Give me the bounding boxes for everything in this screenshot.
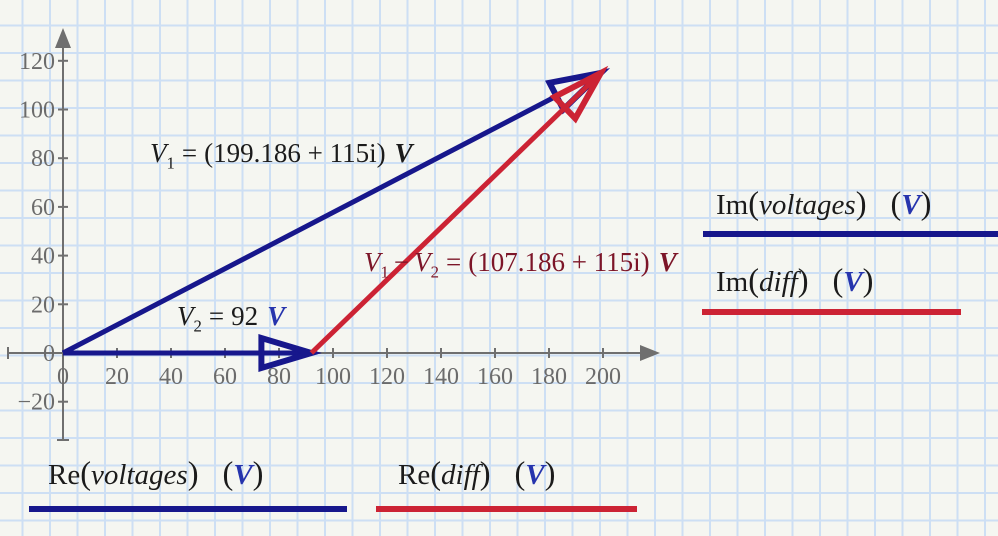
legend-line-re-diff xyxy=(376,506,637,512)
diff-equals: = xyxy=(445,247,462,277)
x-tick-label: 40 xyxy=(159,364,183,390)
vector-arrowhead-v2 xyxy=(258,333,322,373)
y-tick-label: 0 xyxy=(43,341,55,367)
legend-fn: Im xyxy=(716,189,749,221)
diff-subscript-2: 2 xyxy=(430,262,439,282)
legend-unit: V xyxy=(233,459,253,491)
diff-value: (107.186 + 115i) xyxy=(468,247,650,277)
legend-unit: V xyxy=(843,266,863,298)
legend-line-re-voltages xyxy=(29,506,347,512)
x-tick-label: 0 xyxy=(57,364,69,390)
legend-im-diff: Im(diff) (V) xyxy=(716,263,874,299)
vector-v1 xyxy=(61,70,602,356)
diff-unit: V xyxy=(658,247,677,277)
legend-unit: V xyxy=(901,189,921,221)
legend-arg: voltages xyxy=(91,459,188,491)
v1-value: (199.186 + 115i) xyxy=(204,138,386,168)
legend-arg: voltages xyxy=(759,189,856,221)
v2-variable: V xyxy=(177,301,194,331)
label-v1: V1 = (199.186 + 115i) V xyxy=(150,138,413,173)
x-tick-label: 140 xyxy=(423,364,459,390)
y-tick-label: 100 xyxy=(19,98,55,124)
v2-subscript: 2 xyxy=(193,316,202,336)
v2-equals: = xyxy=(208,301,225,331)
legend-line-im-diff xyxy=(702,309,961,315)
x-tick-label: 20 xyxy=(105,364,129,390)
y-tick-label: 80 xyxy=(31,146,55,172)
legend-arg: diff xyxy=(441,459,480,491)
v1-equals: = xyxy=(181,138,198,168)
x-tick-label: 80 xyxy=(267,364,291,390)
x-tick-label: 60 xyxy=(213,364,237,390)
diff-variable-2: V xyxy=(414,247,431,277)
y-tick-label: 40 xyxy=(31,244,55,270)
legend-unit: V xyxy=(525,459,545,491)
legend-fn: Re xyxy=(398,459,431,491)
x-tick-label: 160 xyxy=(477,364,513,390)
legend-fn: Re xyxy=(48,459,81,491)
v1-variable: V xyxy=(150,138,167,168)
x-tick-label: 100 xyxy=(315,364,351,390)
y-tick-label: 60 xyxy=(31,195,55,221)
legend-arg: diff xyxy=(759,266,798,298)
diff-variable-1: V xyxy=(364,247,381,277)
legend-line-im-voltages xyxy=(703,231,998,237)
y-tick-label: −20 xyxy=(17,390,55,416)
vector-diff xyxy=(309,71,603,355)
y-tick-label: 120 xyxy=(19,49,55,75)
x-tick-label: 120 xyxy=(369,364,405,390)
y-tick-label: 20 xyxy=(31,292,55,318)
diff-minus: − xyxy=(393,247,410,277)
y-axis-arrow-icon xyxy=(55,28,71,48)
v2-unit: V xyxy=(267,301,286,331)
label-v2: V2 = 92 V xyxy=(177,301,285,336)
vector-arrowhead-diff xyxy=(549,65,609,124)
v2-value: 92 xyxy=(231,301,259,331)
v1-subscript: 1 xyxy=(166,153,175,173)
v1-unit: V xyxy=(394,138,413,168)
x-tick-label: 180 xyxy=(531,364,567,390)
legend-fn: Im xyxy=(716,266,749,298)
label-diff: V1− V2 = (107.186 + 115i) V xyxy=(364,247,677,282)
x-axis-arrow-icon xyxy=(640,345,660,361)
legend-re-voltages: Re(voltages) (V) xyxy=(48,456,264,492)
diff-subscript-1: 1 xyxy=(380,262,389,282)
x-tick-label: 200 xyxy=(585,364,621,390)
legend-re-diff: Re(diff) (V) xyxy=(398,456,556,492)
legend-im-voltages: Im(voltages) (V) xyxy=(716,186,932,222)
